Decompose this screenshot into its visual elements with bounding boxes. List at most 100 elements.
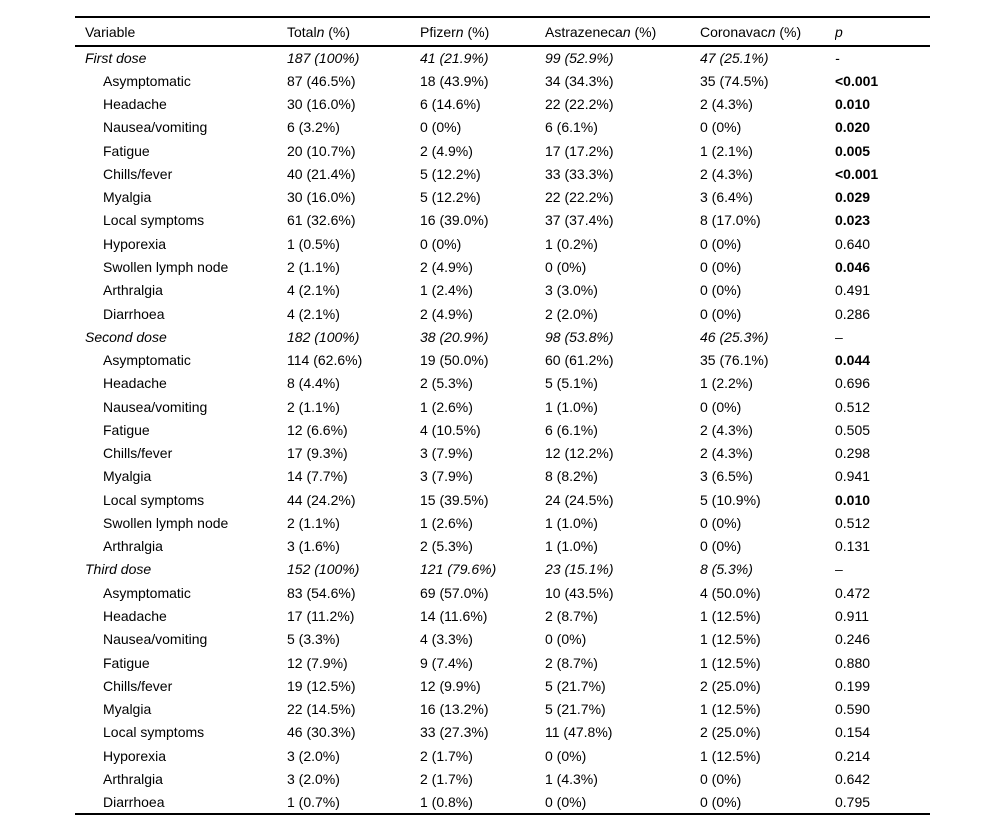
cell-pfizer: 69 (57.0%) (420, 584, 489, 601)
cell-total: 46 (30.3%) (287, 724, 356, 741)
cell-pfizer: 15 (39.5%) (420, 491, 489, 508)
cell-variable: Asymptomatic (103, 352, 191, 369)
cell-astrazeneca: 0 (0%) (545, 747, 587, 764)
table-row: Asymptomatic 114 (62.6%) 19 (50.0%) 60 (61.… (75, 348, 930, 371)
section-row: First dose 187 (100%) 41 (21.9%) 99 (52.9%)… (75, 46, 930, 69)
cell-total: 6 (3.2%) (287, 119, 340, 136)
cell-pfizer: 1 (2.6%) (420, 514, 473, 531)
table-row: Arthralgia 3 (2.0%) 2 (1.7%) 1 (4.3%) 0 (0%)… (75, 767, 930, 790)
cell-variable: Fatigue (103, 142, 150, 159)
table-row: Myalgia 30 (16.0%) 5 (12.2%) 22 (22.2%) 3 (6… (75, 186, 930, 209)
header-pfizer: Pfizern (%) (420, 16, 545, 47)
cell-astrazeneca: 0 (0%) (545, 631, 587, 648)
cell-astrazeneca: 1 (1.0%) (545, 538, 598, 555)
header-p-label: p (835, 23, 843, 40)
cell-variable: Local symptoms (103, 212, 205, 229)
cell-total: 114 (62.6%) (287, 352, 363, 369)
cell-p: 0.029 (835, 189, 871, 206)
cell-p: 0.010 (835, 96, 871, 113)
cell-pfizer: 16 (13.2%) (420, 701, 489, 718)
header-astrazeneca: Astrazenecan (%) (545, 16, 700, 47)
cell-p: 0.246 (835, 631, 871, 648)
cell-coronavac: 0 (0%) (700, 398, 742, 415)
cell-p: – (835, 328, 843, 345)
cell-variable: Chills/fever (103, 165, 173, 182)
table-header: Variable Totaln (%) Pfizern (%) Astrazen… (75, 16, 930, 47)
cell-total: 4 (2.1%) (287, 305, 340, 322)
cell-coronavac: 1 (2.2%) (700, 375, 753, 392)
header-coronavac-suffix: (%) (775, 23, 802, 40)
cell-p: <0.001 (835, 72, 879, 89)
cell-variable: Headache (103, 375, 167, 392)
cell-total: 30 (16.0%) (287, 96, 356, 113)
cell-p: 0.286 (835, 305, 871, 322)
cell-variable: Nausea/vomiting (103, 631, 208, 648)
table-row: Swollen lymph node 2 (1.1%) 2 (4.9%) 0 (0%)… (75, 255, 930, 278)
cell-coronavac: 0 (0%) (700, 259, 742, 276)
cell-coronavac: 0 (0%) (700, 514, 742, 531)
cell-astrazeneca: 0 (0%) (545, 259, 587, 276)
cell-astrazeneca: 1 (0.2%) (545, 235, 598, 252)
cell-p: 0.795 (835, 790, 930, 815)
cell-p: 0.491 (835, 282, 871, 299)
cell-total: 2 (1.1%) (287, 514, 340, 531)
cell-variable: Fatigue (103, 421, 150, 438)
table-row: Asymptomatic 83 (54.6%) 69 (57.0%) 10 (43.5… (75, 581, 930, 604)
table-row: Local symptoms 46 (30.3%) 33 (27.3%) 11 (47… (75, 721, 930, 744)
cell-p: 0.044 (835, 352, 871, 369)
cell-pfizer: 12 (9.9%) (420, 677, 481, 694)
cell-astrazeneca: 2 (2.0%) (545, 305, 598, 322)
cell-astrazeneca: 99 (52.9%) (545, 50, 614, 67)
cell-p: - (835, 50, 840, 67)
cell-total: 187 (100%) (287, 50, 360, 67)
cell-p: 0.696 (835, 375, 871, 392)
table-row: Diarrhoea 1 (0.7%) 1 (0.8%) 0 (0%) 0 (0%) 0.7… (75, 790, 930, 815)
table-row: Arthralgia 4 (2.1%) 1 (2.4%) 3 (3.0%) 0 (0%)… (75, 279, 930, 302)
cell-pfizer: 0 (0%) (420, 235, 462, 252)
cell-variable: Local symptoms (103, 491, 205, 508)
cell-total: 3 (1.6%) (287, 538, 340, 555)
cell-total: 12 (7.9%) (287, 654, 348, 671)
cell-astrazeneca: 12 (12.2%) (545, 445, 614, 462)
cell-coronavac: 1 (12.5%) (700, 701, 761, 718)
cell-variable: Arthralgia (103, 538, 163, 555)
cell-total: 8 (4.4%) (287, 375, 340, 392)
table-row: Headache 17 (11.2%) 14 (11.6%) 2 (8.7%) 1 (1… (75, 604, 930, 627)
header-coronavac: Coronavacn (%) (700, 16, 835, 47)
cell-astrazeneca: 1 (4.3%) (545, 770, 598, 787)
cell-pfizer: 9 (7.4%) (420, 654, 473, 671)
cell-pfizer: 41 (21.9%) (420, 50, 489, 67)
header-total: Totaln (%) (287, 16, 420, 47)
cell-pfizer: 19 (50.0%) (420, 352, 489, 369)
cell-total: 19 (12.5%) (287, 677, 356, 694)
cell-pfizer: 0 (0%) (420, 119, 462, 136)
cell-coronavac: 0 (0%) (700, 305, 742, 322)
cell-p: 0.505 (835, 421, 871, 438)
header-pfizer-label: Pfizer (420, 23, 456, 40)
cell-pfizer: 2 (4.9%) (420, 305, 473, 322)
table-row: Hyporexia 1 (0.5%) 0 (0%) 1 (0.2%) 0 (0%) 0.6… (75, 232, 930, 255)
cell-variable: Diarrhoea (103, 305, 165, 322)
cell-astrazeneca: 22 (22.2%) (545, 96, 614, 113)
cell-variable: Nausea/vomiting (103, 398, 208, 415)
cell-astrazeneca: 23 (15.1%) (545, 561, 614, 578)
table-row: Swollen lymph node 2 (1.1%) 1 (2.6%) 1 (1.0… (75, 511, 930, 534)
cell-variable: Third dose (85, 561, 152, 578)
cell-coronavac: 1 (12.5%) (700, 747, 761, 764)
cell-coronavac: 35 (74.5%) (700, 72, 769, 89)
cell-pfizer: 1 (2.6%) (420, 398, 473, 415)
cell-astrazeneca: 8 (8.2%) (545, 468, 598, 485)
header-row: Variable Totaln (%) Pfizern (%) Astrazen… (75, 16, 930, 47)
cell-pfizer: 1 (0.8%) (420, 790, 545, 815)
cell-pfizer: 121 (79.6%) (420, 561, 497, 578)
cell-pfizer: 6 (14.6%) (420, 96, 481, 113)
cell-pfizer: 3 (7.9%) (420, 468, 473, 485)
cell-coronavac: 2 (4.3%) (700, 445, 753, 462)
cell-total: 14 (7.7%) (287, 468, 348, 485)
cell-variable: Fatigue (103, 654, 150, 671)
cell-coronavac: 8 (17.0%) (700, 212, 761, 229)
cell-total: 17 (11.2%) (287, 608, 355, 624)
cell-pfizer: 38 (20.9%) (420, 328, 489, 345)
cell-pfizer: 2 (1.7%) (420, 747, 473, 764)
cell-variable: Local symptoms (103, 724, 205, 741)
